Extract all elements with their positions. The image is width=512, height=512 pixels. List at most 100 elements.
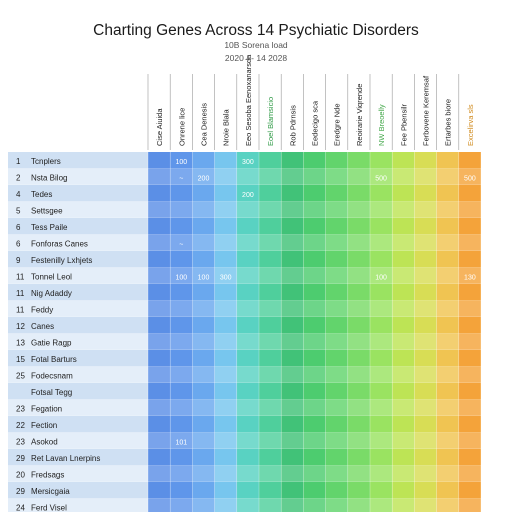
heatmap-cell bbox=[192, 234, 215, 251]
heatmap-cell bbox=[281, 465, 304, 482]
row-label-band bbox=[8, 168, 148, 185]
heatmap-cell bbox=[370, 168, 393, 185]
heatmap-cell bbox=[436, 300, 459, 317]
cell-value-label: 300 bbox=[242, 159, 254, 166]
heatmap-cell bbox=[170, 317, 193, 334]
row-label: Asokod bbox=[31, 438, 58, 447]
heatmap-cell bbox=[458, 432, 481, 449]
heatmap-cell bbox=[325, 218, 348, 235]
row-label-band bbox=[8, 201, 148, 218]
heatmap-cell bbox=[325, 383, 348, 400]
heatmap-cell bbox=[325, 333, 348, 350]
heatmap-cell bbox=[170, 465, 193, 482]
heatmap-cell bbox=[392, 234, 415, 251]
row-id: 25 bbox=[16, 372, 25, 381]
heatmap-cell bbox=[303, 234, 326, 251]
heatmap-cell bbox=[281, 152, 304, 169]
heatmap-cell bbox=[192, 333, 215, 350]
row-id: 2 bbox=[16, 174, 21, 183]
heatmap-cell bbox=[236, 482, 259, 499]
heatmap-cell bbox=[392, 383, 415, 400]
heatmap-cell bbox=[192, 465, 215, 482]
heatmap-cell bbox=[347, 432, 370, 449]
heatmap-cell bbox=[148, 432, 171, 449]
heatmap-cell bbox=[436, 482, 459, 499]
heatmap-cell bbox=[170, 234, 193, 251]
row-id: 11 bbox=[16, 306, 25, 315]
heatmap-cell bbox=[347, 218, 370, 235]
heatmap-cell bbox=[347, 350, 370, 367]
heatmap-cell bbox=[436, 465, 459, 482]
heatmap-cell bbox=[414, 416, 437, 433]
heatmap-cell bbox=[458, 498, 481, 512]
heatmap-cell bbox=[325, 350, 348, 367]
column-header-label: Ertarbes biore bbox=[444, 99, 453, 146]
heatmap-cell bbox=[347, 168, 370, 185]
heatmap-cell bbox=[281, 185, 304, 202]
column-header-label: Eoel Blamsicio bbox=[266, 97, 275, 146]
heatmap-cell bbox=[281, 317, 304, 334]
heatmap-cell bbox=[325, 251, 348, 268]
heatmap-cell bbox=[192, 317, 215, 334]
heatmap-cell bbox=[259, 416, 282, 433]
heatmap-cell bbox=[281, 218, 304, 235]
heatmap-cell bbox=[370, 251, 393, 268]
heatmap-cell bbox=[259, 152, 282, 169]
heatmap-cell bbox=[347, 465, 370, 482]
heatmap-cell bbox=[414, 383, 437, 400]
heatmap-cell bbox=[281, 366, 304, 383]
row-label-band bbox=[8, 267, 148, 284]
heatmap-cell bbox=[281, 234, 304, 251]
heatmap-cell bbox=[370, 218, 393, 235]
heatmap-cell bbox=[214, 267, 237, 284]
row-label-band bbox=[8, 317, 148, 334]
heatmap-cell bbox=[214, 251, 237, 268]
row-id: 22 bbox=[16, 421, 25, 430]
heatmap-cell bbox=[281, 267, 304, 284]
heatmap-cell bbox=[236, 465, 259, 482]
heatmap-cell bbox=[325, 317, 348, 334]
heatmap-cell bbox=[192, 168, 215, 185]
heatmap-cell bbox=[281, 498, 304, 512]
heatmap-cell bbox=[259, 432, 282, 449]
row-label-band bbox=[8, 383, 148, 400]
heatmap-cell bbox=[414, 300, 437, 317]
heatmap-cell bbox=[170, 383, 193, 400]
heatmap-cell bbox=[192, 267, 215, 284]
heatmap-cell bbox=[347, 267, 370, 284]
heatmap-cell bbox=[148, 350, 171, 367]
heatmap-cell bbox=[436, 234, 459, 251]
heatmap-cell bbox=[458, 482, 481, 499]
heatmap-cell bbox=[148, 383, 171, 400]
heatmap-cell bbox=[370, 399, 393, 416]
heatmap-cell bbox=[259, 465, 282, 482]
heatmap-cell bbox=[414, 284, 437, 301]
heatmap-cell bbox=[303, 317, 326, 334]
heatmap-cell bbox=[192, 201, 215, 218]
chart-title: Charting Genes Across 14 Psychiatic Diso… bbox=[93, 22, 419, 39]
heatmap-cell bbox=[192, 416, 215, 433]
heatmap-cell bbox=[414, 432, 437, 449]
row-label-band bbox=[8, 482, 148, 499]
heatmap-cell bbox=[414, 465, 437, 482]
row-label-band bbox=[8, 465, 148, 482]
heatmap-cell bbox=[192, 366, 215, 383]
heatmap-cell bbox=[214, 482, 237, 499]
heatmap-cell bbox=[414, 350, 437, 367]
heatmap-cell bbox=[281, 333, 304, 350]
heatmap-cell bbox=[370, 366, 393, 383]
row-id: 11 bbox=[16, 273, 25, 282]
heatmap-cell bbox=[214, 333, 237, 350]
heatmap-cell bbox=[370, 201, 393, 218]
heatmap-cell bbox=[214, 399, 237, 416]
heatmap-cell bbox=[458, 383, 481, 400]
heatmap-cell bbox=[236, 218, 259, 235]
heatmap-cell bbox=[458, 267, 481, 284]
heatmap-cell bbox=[170, 482, 193, 499]
heatmap-cell bbox=[303, 465, 326, 482]
heatmap-cell bbox=[170, 201, 193, 218]
cell-value-label: 130 bbox=[464, 275, 476, 282]
heatmap-cell bbox=[303, 267, 326, 284]
heatmap-cell bbox=[325, 168, 348, 185]
heatmap-cell bbox=[170, 449, 193, 466]
